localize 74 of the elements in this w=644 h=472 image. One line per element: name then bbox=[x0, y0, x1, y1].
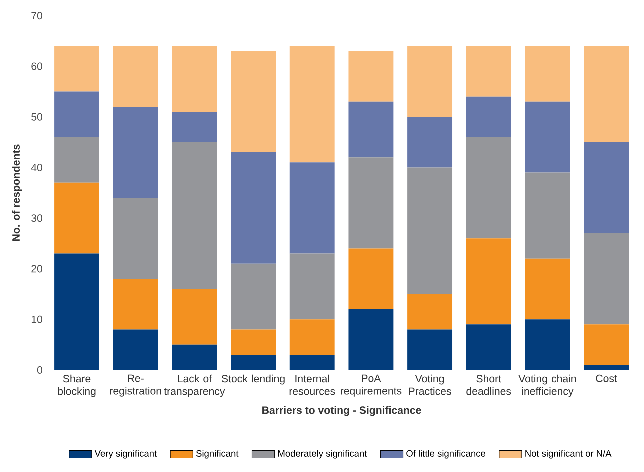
bar bbox=[54, 92, 100, 138]
bar bbox=[348, 309, 394, 370]
x-tick-label: Internal resources bbox=[290, 374, 336, 396]
bar bbox=[408, 168, 453, 294]
bar bbox=[231, 51, 276, 153]
bar bbox=[525, 320, 570, 370]
bar bbox=[290, 162, 335, 254]
bar bbox=[290, 355, 335, 370]
bar bbox=[113, 198, 158, 280]
legend-label: Of little significance bbox=[406, 450, 486, 459]
x-tick-label: Stock lending bbox=[222, 374, 285, 385]
bar bbox=[408, 46, 453, 118]
bar bbox=[348, 248, 394, 310]
bar bbox=[525, 258, 570, 320]
bar bbox=[584, 365, 630, 370]
bar bbox=[408, 294, 453, 330]
bar bbox=[584, 324, 630, 366]
bar bbox=[231, 330, 276, 356]
bar bbox=[231, 264, 276, 330]
bar bbox=[113, 106, 158, 198]
y-tick-label: 30 bbox=[32, 214, 43, 222]
y-tick-label: 40 bbox=[31, 164, 43, 172]
bar bbox=[408, 330, 453, 370]
bar bbox=[172, 344, 218, 370]
x-tick-label: Short deadlines bbox=[466, 374, 512, 396]
bar bbox=[54, 182, 100, 254]
x-tick-label: Voting chain inefficiency bbox=[518, 374, 576, 398]
bar bbox=[172, 142, 218, 290]
bar bbox=[172, 46, 218, 112]
legend-label: Moderately significant bbox=[278, 450, 368, 459]
bar bbox=[584, 46, 630, 142]
legend-label: Not significant or N/A bbox=[526, 450, 612, 459]
x-tick-label: Cost bbox=[596, 374, 618, 382]
bar bbox=[408, 117, 453, 168]
bar bbox=[113, 46, 158, 107]
x-tick-label: PoA requirements bbox=[341, 374, 402, 397]
bar bbox=[466, 238, 512, 325]
bar bbox=[348, 158, 394, 249]
bar bbox=[172, 112, 218, 142]
bar bbox=[466, 324, 512, 370]
bar bbox=[54, 46, 100, 92]
y-tick-label: 0 bbox=[37, 366, 43, 374]
bar bbox=[290, 320, 335, 356]
bar bbox=[54, 254, 100, 370]
x-axis-title: Barriers to voting - Significance bbox=[262, 406, 422, 416]
bar bbox=[584, 142, 630, 234]
y-axis-title: No. of respondents bbox=[12, 144, 22, 242]
bar bbox=[54, 137, 100, 183]
bar bbox=[466, 137, 512, 239]
bar bbox=[584, 234, 630, 325]
bar bbox=[525, 102, 570, 173]
bar bbox=[348, 102, 394, 158]
bar bbox=[231, 152, 276, 264]
x-tick-label: Re-registration bbox=[110, 374, 162, 397]
x-tick-label: Voting Practices bbox=[409, 374, 452, 396]
bar bbox=[525, 172, 570, 259]
y-tick-label: 60 bbox=[32, 62, 43, 70]
bar bbox=[466, 96, 512, 138]
legend-label: Very significant bbox=[94, 450, 158, 459]
bar bbox=[348, 51, 394, 102]
y-tick-label: 50 bbox=[32, 113, 43, 121]
bar bbox=[231, 355, 276, 370]
bar bbox=[113, 330, 158, 370]
legend-label: Significant bbox=[196, 450, 239, 459]
bar bbox=[113, 279, 158, 330]
y-tick-label: 20 bbox=[32, 265, 43, 273]
bar bbox=[290, 254, 335, 320]
y-tick-label: 70 bbox=[32, 12, 43, 20]
x-tick-label: Share blocking bbox=[58, 374, 96, 398]
bar bbox=[290, 46, 335, 163]
bar bbox=[466, 46, 512, 97]
bar bbox=[525, 46, 570, 102]
y-tick-label: 10 bbox=[32, 316, 43, 324]
bar bbox=[172, 289, 218, 345]
